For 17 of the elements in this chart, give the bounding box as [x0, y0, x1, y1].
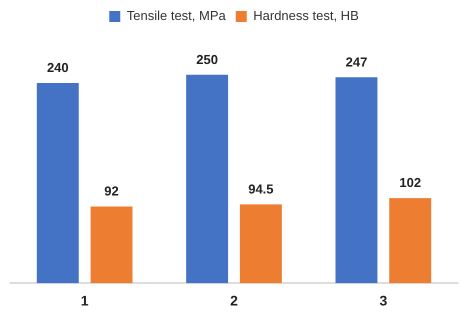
- data-label: 94.5: [248, 181, 274, 196]
- bar: [90, 206, 133, 284]
- data-label: 247: [346, 54, 368, 70]
- bar: [240, 204, 282, 284]
- x-tick-label: 3: [379, 292, 388, 308]
- legend-label: Tensile test, MPa: [126, 8, 227, 24]
- data-label: 92: [104, 184, 119, 199]
- bar: [36, 83, 79, 284]
- bar: [186, 74, 228, 284]
- x-tick-label: 2: [230, 292, 238, 308]
- data-label: 240: [46, 60, 69, 76]
- data-label: 250: [196, 52, 218, 67]
- legend-label: Hardness test, HB: [253, 8, 359, 24]
- bar: [389, 198, 432, 284]
- data-label: 102: [399, 175, 422, 190]
- x-tick-label: 1: [80, 292, 89, 308]
- bar: [335, 77, 378, 284]
